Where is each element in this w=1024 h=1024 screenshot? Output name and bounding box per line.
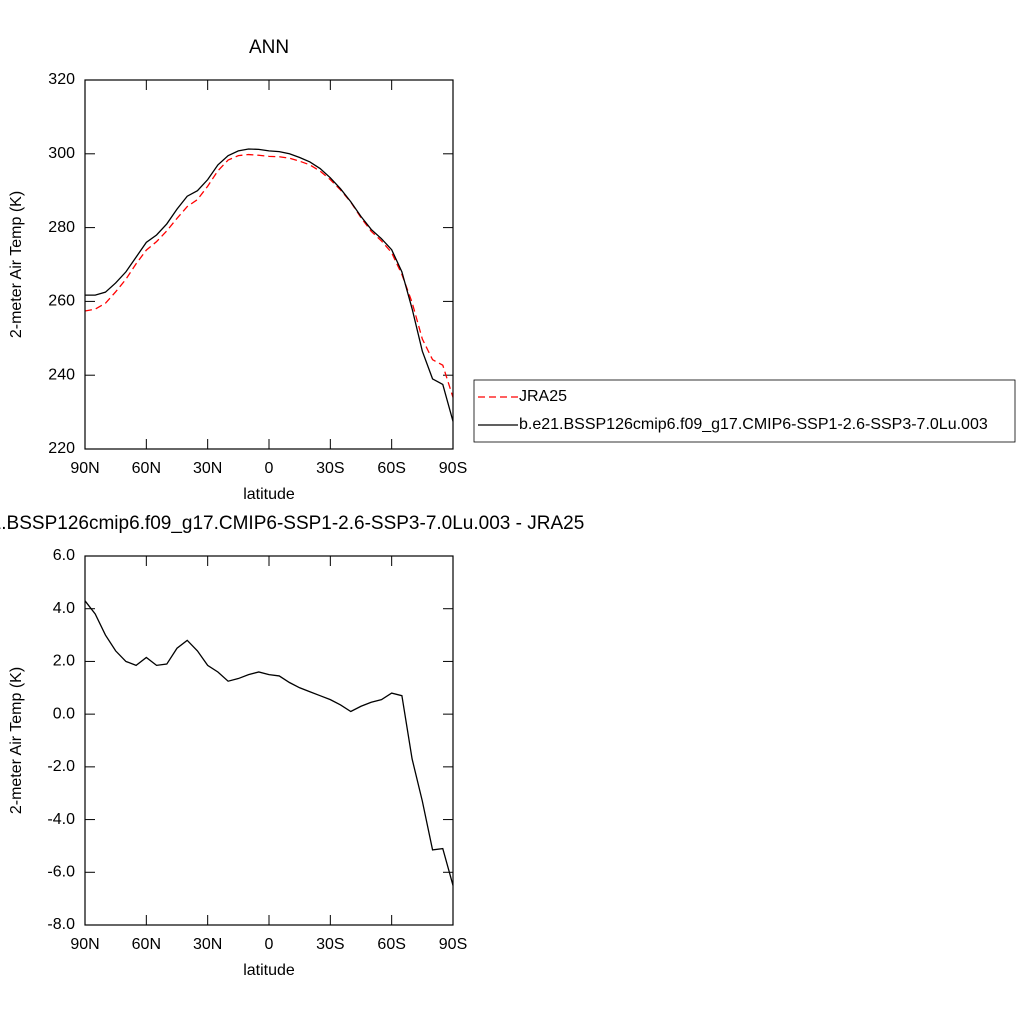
legend-label: JRA25 xyxy=(519,388,567,405)
x-axis-label: latitude xyxy=(243,486,295,503)
legend-box xyxy=(473,379,1016,443)
legend-label: b.e21.BSSP126cmip6.f09_g17.CMIP6-SSP1-2.… xyxy=(519,416,988,433)
y-tick-label: -4.0 xyxy=(47,811,75,828)
y-tick-label: 2.0 xyxy=(53,653,75,670)
x-tick-label: 90N xyxy=(70,936,99,953)
x-tick-label: 30N xyxy=(193,460,222,477)
x-tick-label: 0 xyxy=(265,936,274,953)
chart-title: ANN xyxy=(249,37,289,58)
y-tick-label: -8.0 xyxy=(47,916,75,933)
chart-title: b.e21.BSSP126cmip6.f09_g17.CMIP6-SSP1-2.… xyxy=(0,513,584,534)
y-tick-label: -2.0 xyxy=(47,758,75,775)
x-tick-label: 60S xyxy=(377,460,405,477)
data-line xyxy=(84,600,454,886)
data-line xyxy=(84,153,454,398)
y-tick-label: 300 xyxy=(48,145,75,162)
y-tick-label: 6.0 xyxy=(53,547,75,564)
x-tick-label: 90N xyxy=(70,460,99,477)
x-tick-label: 60N xyxy=(132,936,161,953)
x-tick-label: 90S xyxy=(439,936,467,953)
x-tick-label: 30N xyxy=(193,936,222,953)
plot-frame xyxy=(84,79,454,450)
y-tick-label: 240 xyxy=(48,366,75,383)
y-tick-label: 220 xyxy=(48,440,75,457)
x-tick-label: 60S xyxy=(377,936,405,953)
x-tick-label: 60N xyxy=(132,460,161,477)
y-axis-label: 2-meter Air Temp (K) xyxy=(8,191,25,338)
x-tick-label: 30S xyxy=(316,936,344,953)
y-tick-label: -6.0 xyxy=(47,864,75,881)
y-axis-label: 2-meter Air Temp (K) xyxy=(8,667,25,814)
x-tick-label: 30S xyxy=(316,460,344,477)
x-tick-label: 0 xyxy=(265,460,274,477)
y-tick-label: 0.0 xyxy=(53,705,75,722)
y-tick-label: 320 xyxy=(48,71,75,88)
y-tick-label: 280 xyxy=(48,219,75,236)
y-tick-label: 4.0 xyxy=(53,600,75,617)
x-tick-label: 90S xyxy=(439,460,467,477)
x-axis-label: latitude xyxy=(243,962,295,979)
y-tick-label: 260 xyxy=(48,293,75,310)
data-line xyxy=(85,148,454,422)
plot-frame xyxy=(84,555,454,926)
